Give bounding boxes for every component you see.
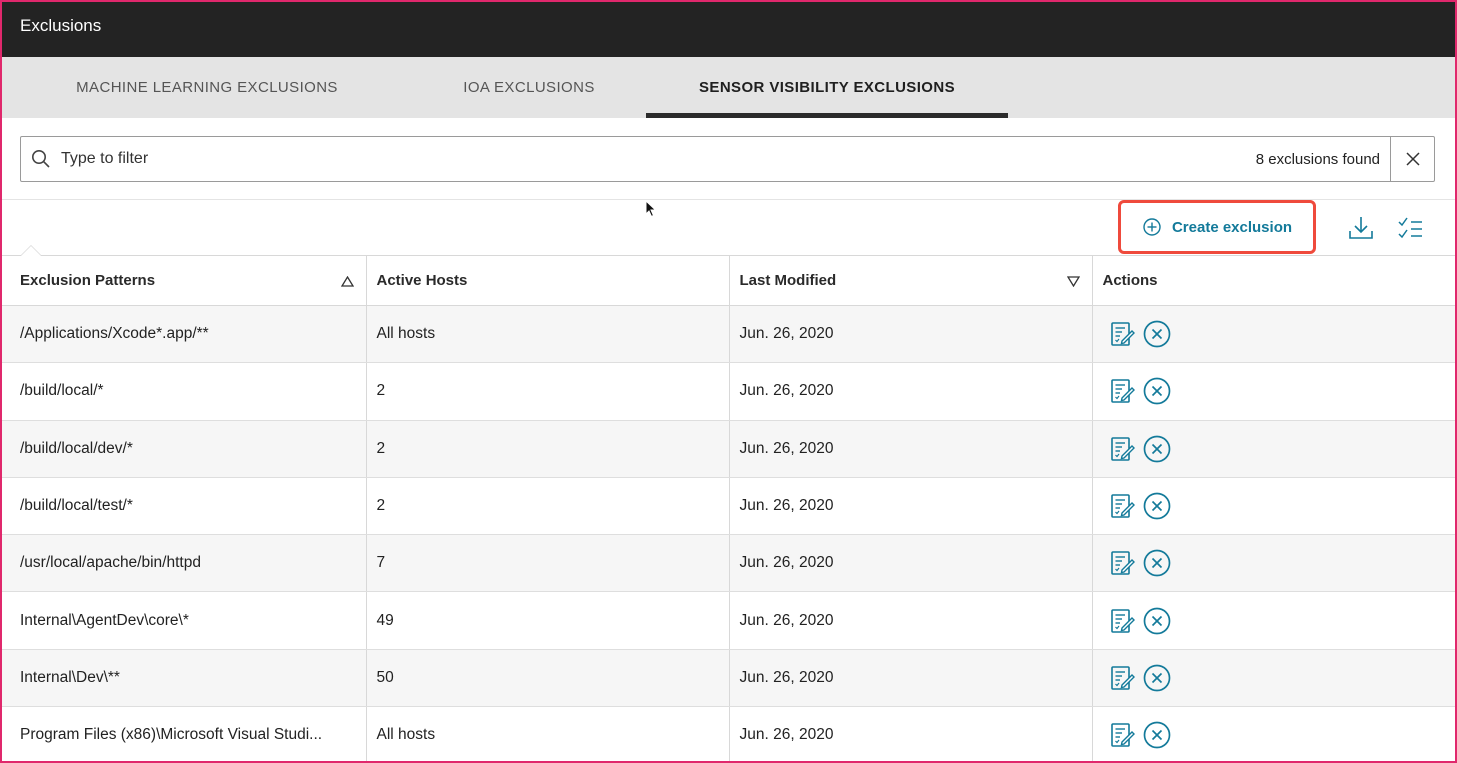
table-body: /Applications/Xcode*.app/** All hosts Ju… [2,305,1455,761]
create-exclusion-button[interactable]: Create exclusion [1118,200,1316,254]
table-row[interactable]: /Applications/Xcode*.app/** All hosts Ju… [2,305,1455,364]
table-row[interactable]: /build/local/* 2 Jun. 26, 2020 [2,362,1455,421]
last-modified-cell: Jun. 26, 2020 [729,305,1093,364]
exclusion-pattern-cell: Internal\AgentDev\core\* [2,591,367,650]
actions-cell [1092,362,1455,421]
active-hosts-cell: 50 [366,649,730,708]
tab-label: IOA EXCLUSIONS [463,79,595,96]
active-hosts-cell: All hosts [366,706,730,761]
table-row[interactable]: /build/local/dev/* 2 Jun. 26, 2020 [2,420,1455,478]
delete-icon[interactable] [1143,664,1171,692]
tab-bar: MACHINE LEARNING EXCLUSIONS IOA EXCLUSIO… [2,57,1455,118]
active-hosts-cell: 2 [366,477,730,536]
sort-descending-icon[interactable] [1066,274,1080,291]
close-icon [1405,152,1420,166]
filter-row: 8 exclusions found [2,118,1455,200]
tab-machine-learning-exclusions[interactable]: MACHINE LEARNING EXCLUSIONS [2,57,412,118]
delete-icon[interactable] [1143,377,1171,405]
mouse-cursor-icon [645,199,657,223]
delete-icon[interactable] [1143,721,1171,749]
search-icon [21,149,61,169]
edit-icon[interactable] [1109,549,1137,577]
actions-cell [1092,591,1455,650]
window-titlebar: Exclusions [2,2,1455,57]
last-modified-cell: Jun. 26, 2020 [729,706,1093,761]
delete-icon[interactable] [1143,320,1171,348]
last-modified-cell: Jun. 26, 2020 [729,477,1093,536]
last-modified-cell: Jun. 26, 2020 [729,534,1093,593]
exclusion-pattern-cell: Internal\Dev\** [2,649,367,708]
table-row[interactable]: Internal\AgentDev\core\* 49 Jun. 26, 202… [2,591,1455,650]
column-header-exclusion-patterns[interactable]: Exclusion Patterns [2,255,367,306]
tab-label: MACHINE LEARNING EXCLUSIONS [76,79,338,96]
last-modified-cell: Jun. 26, 2020 [729,649,1093,708]
table-row[interactable]: Program Files (x86)\Microsoft Visual Stu… [2,706,1455,761]
delete-icon[interactable] [1143,549,1171,577]
exclusion-pattern-cell: /build/local/* [2,362,367,421]
last-modified-cell: Jun. 26, 2020 [729,420,1093,478]
active-hosts-cell: 2 [366,362,730,421]
sort-ascending-icon[interactable] [340,274,354,291]
active-hosts-cell: 49 [366,591,730,650]
results-count: 8 exclusions found [1255,150,1380,168]
table-row[interactable]: Internal\Dev\** 50 Jun. 26, 2020 [2,649,1455,708]
create-exclusion-label: Create exclusion [1171,218,1293,236]
edit-icon[interactable] [1109,492,1137,520]
exclusions-table: Exclusion Patterns Active Hosts Last Mod… [2,255,1455,761]
tab-sensor-visibility-exclusions[interactable]: SENSOR VISIBILITY EXCLUSIONS [646,57,1008,118]
filter-input[interactable] [61,150,1256,168]
edit-icon[interactable] [1109,607,1137,635]
toolbar-caret [20,245,42,256]
edit-icon[interactable] [1109,435,1137,463]
column-header-label: Actions [1102,272,1158,289]
clear-filter-button[interactable] [1390,137,1434,181]
delete-icon[interactable] [1143,492,1171,520]
table-toolbar: Create exclusion [2,199,1455,256]
checklist-icon[interactable] [1396,214,1424,242]
exclusion-pattern-cell: /build/local/dev/* [2,420,367,478]
edit-icon[interactable] [1109,320,1137,348]
tab-label: SENSOR VISIBILITY EXCLUSIONS [699,79,955,96]
page-title: Exclusions [20,15,102,35]
column-header-actions: Actions [1092,255,1455,306]
last-modified-cell: Jun. 26, 2020 [729,591,1093,650]
edit-icon[interactable] [1109,721,1137,749]
active-hosts-cell: 2 [366,420,730,478]
exclusion-pattern-cell: /build/local/test/* [2,477,367,536]
actions-cell [1092,534,1455,593]
edit-icon[interactable] [1109,664,1137,692]
delete-icon[interactable] [1143,607,1171,635]
column-header-label: Last Modified [739,272,837,289]
actions-cell [1092,420,1455,478]
download-icon[interactable] [1347,214,1375,242]
column-header-label: Active Hosts [376,272,468,289]
delete-icon[interactable] [1143,435,1171,463]
filter-box: 8 exclusions found [20,136,1435,182]
active-hosts-cell: 7 [366,534,730,593]
column-header-last-modified[interactable]: Last Modified [729,255,1093,306]
column-header-label: Exclusion Patterns [20,272,156,289]
exclusion-pattern-cell: Program Files (x86)\Microsoft Visual Stu… [2,706,367,761]
active-hosts-cell: All hosts [366,305,730,364]
actions-cell [1092,649,1455,708]
edit-icon[interactable] [1109,377,1137,405]
exclusion-pattern-cell: /Applications/Xcode*.app/** [2,305,367,364]
table-row[interactable]: /build/local/test/* 2 Jun. 26, 2020 [2,477,1455,536]
plus-circle-icon [1143,218,1161,236]
table-row[interactable]: /usr/local/apache/bin/httpd 7 Jun. 26, 2… [2,534,1455,593]
last-modified-cell: Jun. 26, 2020 [729,362,1093,421]
actions-cell [1092,706,1455,761]
actions-cell [1092,477,1455,536]
actions-cell [1092,305,1455,364]
exclusion-pattern-cell: /usr/local/apache/bin/httpd [2,534,367,593]
column-header-active-hosts[interactable]: Active Hosts [366,255,730,306]
tab-ioa-exclusions[interactable]: IOA EXCLUSIONS [412,57,646,118]
table-header-row: Exclusion Patterns Active Hosts Last Mod… [2,255,1455,306]
